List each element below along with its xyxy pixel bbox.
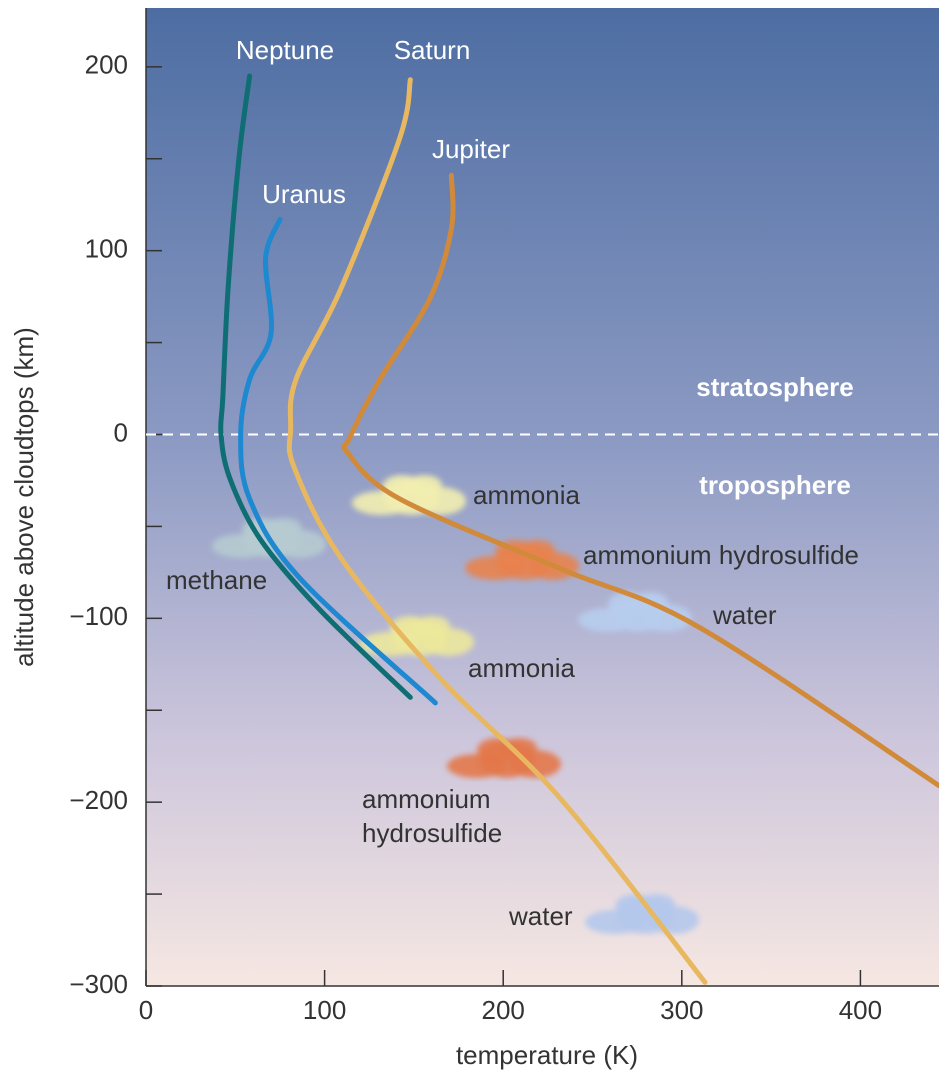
cloud-label: methane xyxy=(166,565,267,595)
x-tick-label: 400 xyxy=(839,995,882,1025)
region-label: stratosphere xyxy=(696,372,854,402)
x-tick-label: 200 xyxy=(482,995,525,1025)
series-label: Saturn xyxy=(394,35,471,65)
region-label: troposphere xyxy=(699,470,851,500)
cloud-label: ammonium xyxy=(362,784,491,814)
cloud-puff xyxy=(266,518,302,538)
x-tick-label: 300 xyxy=(660,995,703,1025)
cloud-label: hydrosulfide xyxy=(362,818,502,848)
series-label: Uranus xyxy=(262,179,346,209)
y-tick-label: −300 xyxy=(69,969,128,999)
y-axis-title: altitude above cloudtops (km) xyxy=(9,327,39,667)
series-label: Neptune xyxy=(236,35,334,65)
y-tick-label: −100 xyxy=(69,601,128,631)
x-tick-label: 0 xyxy=(139,995,153,1025)
y-tick-label: −200 xyxy=(69,785,128,815)
cloud-label: ammonia xyxy=(473,480,580,510)
cloud-label: ammonia xyxy=(468,653,575,683)
y-tick-label: 200 xyxy=(85,50,128,80)
y-tick-label: 0 xyxy=(114,417,128,447)
cloud-label: water xyxy=(712,600,777,630)
cloud-label: water xyxy=(508,901,573,931)
x-tick-label: 100 xyxy=(303,995,346,1025)
x-axis-title: temperature (K) xyxy=(456,1040,638,1070)
y-tick-label: 100 xyxy=(85,234,128,264)
chart: temperature (K) altitude above cloudtops… xyxy=(0,0,939,1076)
cloud-label: ammonium hydrosulfide xyxy=(583,540,859,570)
series-label: Jupiter xyxy=(432,134,510,164)
cloud-puff xyxy=(406,475,442,495)
cloud-puff xyxy=(414,616,450,636)
